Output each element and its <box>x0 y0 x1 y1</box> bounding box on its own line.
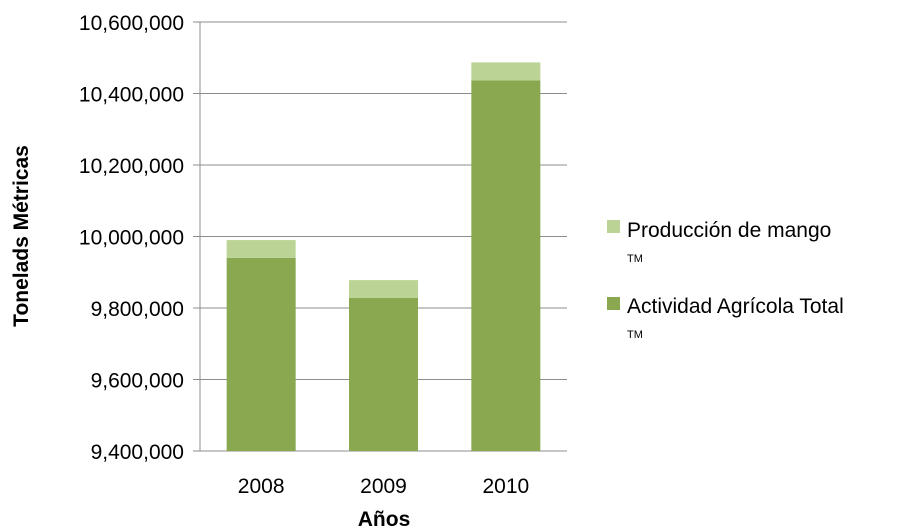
legend-label-produccion-mango: Producción de mango <box>627 219 831 242</box>
y-tick-labels: 9,400,000 9,600,000 9,800,000 10,000,000 10,… <box>79 12 184 464</box>
y-tick-label: 10,000,000 <box>79 227 184 250</box>
legend-swatch-produccion-mango <box>607 220 620 233</box>
y-tick-label: 9,800,000 <box>91 298 184 321</box>
y-tick-label: 10,600,000 <box>79 12 184 35</box>
y-axis-title: Tonelads Métricas <box>10 145 33 327</box>
legend-unit-actividad-agricola: TM <box>627 329 643 341</box>
x-tick-label: 2009 <box>360 475 407 498</box>
x-tick-labels: 2008 2009 2010 <box>238 475 529 498</box>
legend: Producción de mango TM Actividad Agrícol… <box>607 219 844 341</box>
x-tick-label: 2008 <box>238 475 285 498</box>
bar-2008-series-1 <box>226 240 296 258</box>
bar-2009-series-1 <box>349 280 418 298</box>
bar-2010-series-0 <box>471 80 541 452</box>
y-tick-label: 9,400,000 <box>91 441 184 464</box>
bar-2008-series-0 <box>226 257 296 451</box>
bars <box>226 62 541 452</box>
x-axis-title: Años <box>358 508 411 531</box>
legend-label-actividad-agricola: Actividad Agrícola Total <box>627 295 844 318</box>
x-tick-label: 2010 <box>482 475 529 498</box>
y-tick-label: 10,400,000 <box>79 84 184 107</box>
legend-swatch-actividad-agricola <box>607 297 620 310</box>
legend-unit-produccion-mango: TM <box>627 253 643 265</box>
bar-2010-series-1 <box>471 62 541 81</box>
y-tick-label: 9,600,000 <box>91 370 184 393</box>
y-tick-label: 10,200,000 <box>79 155 184 178</box>
bar-2009-series-0 <box>349 297 418 451</box>
